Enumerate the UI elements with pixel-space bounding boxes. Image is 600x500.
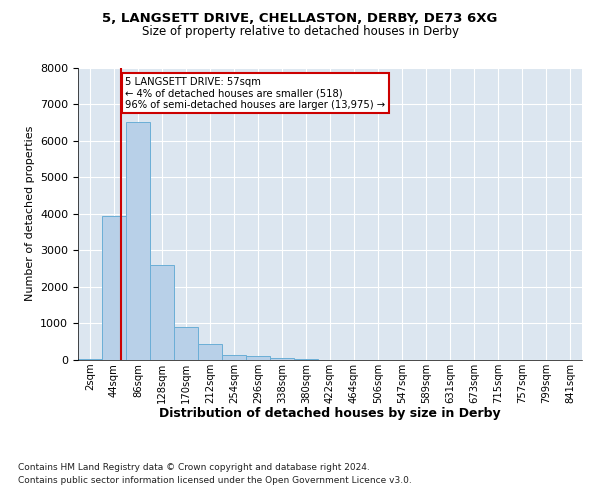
Bar bbox=[271, 358, 293, 360]
Bar bbox=[79, 359, 101, 360]
Text: Contains HM Land Registry data © Crown copyright and database right 2024.: Contains HM Land Registry data © Crown c… bbox=[18, 462, 370, 471]
Bar bbox=[223, 354, 245, 360]
Text: Size of property relative to detached houses in Derby: Size of property relative to detached ho… bbox=[142, 25, 458, 38]
Bar bbox=[247, 356, 269, 360]
Bar bbox=[103, 216, 125, 360]
Bar bbox=[151, 265, 173, 360]
Bar bbox=[199, 344, 221, 360]
Text: Distribution of detached houses by size in Derby: Distribution of detached houses by size … bbox=[159, 408, 501, 420]
Text: 5, LANGSETT DRIVE, CHELLASTON, DERBY, DE73 6XG: 5, LANGSETT DRIVE, CHELLASTON, DERBY, DE… bbox=[103, 12, 497, 26]
Bar bbox=[127, 122, 149, 360]
Y-axis label: Number of detached properties: Number of detached properties bbox=[25, 126, 35, 302]
Text: Contains public sector information licensed under the Open Government Licence v3: Contains public sector information licen… bbox=[18, 476, 412, 485]
Text: 5 LANGSETT DRIVE: 57sqm
← 4% of detached houses are smaller (518)
96% of semi-de: 5 LANGSETT DRIVE: 57sqm ← 4% of detached… bbox=[125, 76, 385, 110]
Bar bbox=[175, 327, 197, 360]
